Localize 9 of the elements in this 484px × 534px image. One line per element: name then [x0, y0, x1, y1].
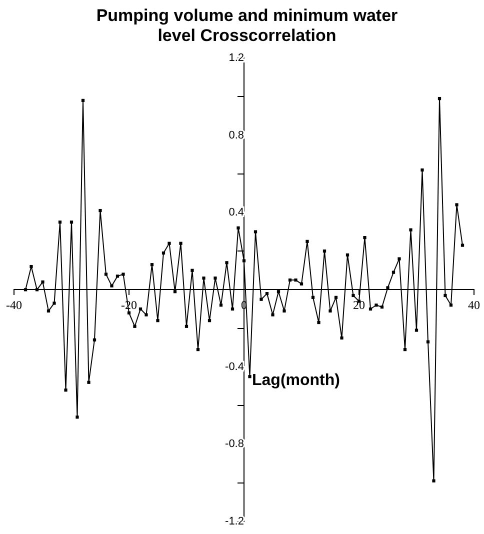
- x-axis-title: Lag(month): [252, 372, 340, 390]
- chart-title: Pumping volume and minimum water level Crosscorrelation: [95, 6, 399, 46]
- y-tick-label: 1.2: [228, 52, 244, 64]
- y-tick-label: -0.8: [225, 438, 244, 450]
- x-tick-label: -40: [6, 298, 22, 312]
- x-tick-label: 40: [468, 298, 480, 312]
- x-tick-label: 20: [353, 298, 365, 312]
- y-tick-label: -1.2: [225, 515, 244, 528]
- y-tick-label: 0.8: [228, 129, 244, 142]
